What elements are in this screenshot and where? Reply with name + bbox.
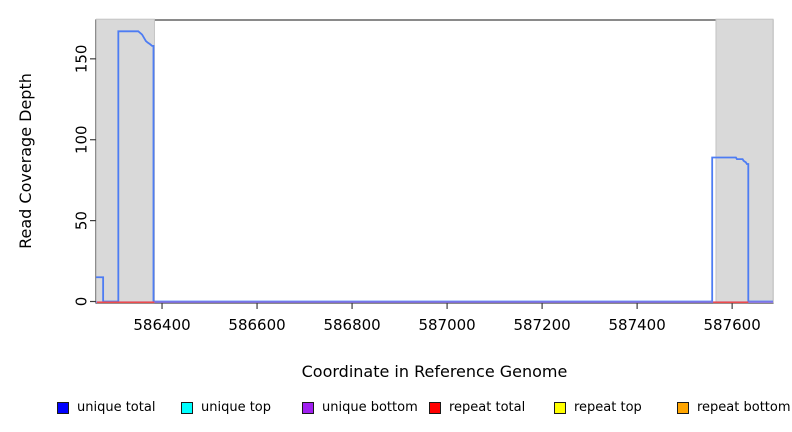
legend-item-repeat-bottom: repeat bottom [677,401,791,415]
legend-label: repeat total [449,400,526,415]
legend-label: repeat top [574,400,642,415]
svg-text:587400: 587400 [608,316,665,334]
svg-text:587200: 587200 [513,316,570,334]
svg-text:100: 100 [73,125,91,154]
y-axis-title: Read Coverage Depth [16,73,35,249]
repeat-region-left [95,18,155,303]
svg-text:587600: 587600 [704,316,761,334]
legend-label: unique bottom [322,400,418,415]
svg-text:586800: 586800 [323,316,380,334]
legend-label: unique top [201,400,272,415]
legend-label: unique total [77,400,156,415]
svg-text:0: 0 [73,297,91,307]
svg-text:150: 150 [73,45,91,74]
x-axis-title: Coordinate in Reference Genome [301,362,568,381]
unique-bottom-swatch-icon [302,402,314,414]
shaded-regions [95,18,774,303]
repeat-top-swatch-icon [554,402,566,414]
svg-text:587000: 587000 [418,316,475,334]
plot-frame [95,19,774,304]
svg-text:50: 50 [73,211,91,230]
svg-text:586400: 586400 [133,316,190,334]
unique-total-swatch-icon [57,402,69,414]
series-unique-total [96,30,773,303]
svg-text:586600: 586600 [228,316,285,334]
repeat-total-swatch-icon [429,402,441,414]
legend-item-unique-top: unique top [181,401,271,415]
legend-item-repeat-total: repeat total [429,401,525,415]
unique-top-swatch-icon [181,402,193,414]
legend-item-repeat-top: repeat top [554,401,642,415]
y-axis-ticks: 0 50 100 150 [73,45,96,307]
legend-item-unique-bottom: unique bottom [302,401,418,415]
legend-label: repeat bottom [697,400,791,415]
legend-item-unique-total: unique total [57,401,155,415]
repeat-bottom-swatch-icon [677,402,689,414]
x-axis-ticks: 586400 586600 586800 587000 587200 587400 5876… [133,303,761,334]
